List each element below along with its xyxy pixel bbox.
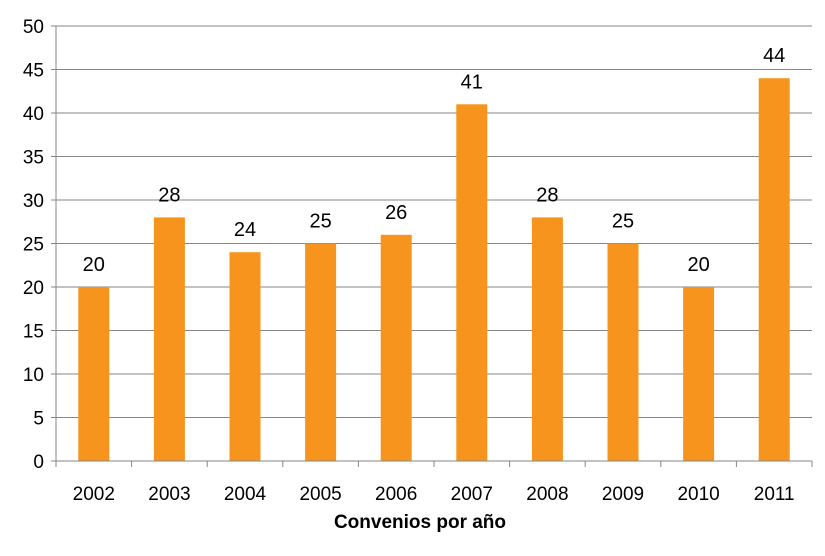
x-axis-title: Convenios por año [334,512,506,533]
y-tick-label: 0 [33,452,44,473]
y-tick-label: 50 [23,17,44,38]
y-tick-label: 45 [23,61,44,82]
x-tick-labels: 2002 2003 2004 2005 2006 2007 2008 2009 2010 2011 [73,484,795,505]
x-tick-label: 2008 [526,484,568,505]
bar [380,234,412,461]
y-tick-label: 35 [23,148,44,169]
y-tick-labels: 0 5 10 15 20 25 30 35 40 45 50 [23,17,44,473]
data-label: 28 [536,184,558,206]
y-tick-label: 20 [23,278,44,299]
bar [305,243,337,461]
x-tick-label: 2005 [299,484,341,505]
x-tick-label: 2006 [375,484,417,505]
y-tick-label: 30 [23,191,44,212]
bars [78,78,790,462]
data-label: 24 [234,219,256,241]
data-label: 25 [309,211,331,233]
bar [456,104,488,462]
data-label: 25 [612,211,634,233]
data-label: 20 [83,254,105,276]
data-label: 44 [763,45,785,67]
x-tick-label: 2003 [148,484,190,505]
axes [51,25,813,467]
bar [531,217,563,461]
y-tick-label: 25 [23,235,44,256]
x-tick-label: 2004 [224,484,267,505]
y-tick-label: 40 [23,104,44,125]
data-label: 28 [158,184,180,206]
bar [153,217,185,461]
x-tick-label: 2010 [677,484,719,505]
x-tick-label: 2007 [451,484,493,505]
bar [758,78,790,461]
bar [229,252,261,461]
bar [607,243,639,461]
x-tick-label: 2002 [73,484,115,505]
data-label: 41 [461,71,483,93]
bar [683,287,715,461]
bar [78,287,110,461]
y-tick-label: 10 [23,365,44,386]
y-tick-label: 15 [23,322,44,343]
data-labels: 20 28 24 25 26 41 28 25 20 44 [83,45,786,276]
x-tick-label: 2009 [602,484,644,505]
data-label: 20 [687,254,709,276]
data-label: 26 [385,202,407,224]
y-tick-label: 5 [33,409,44,430]
x-tick-label: 2011 [754,484,795,505]
